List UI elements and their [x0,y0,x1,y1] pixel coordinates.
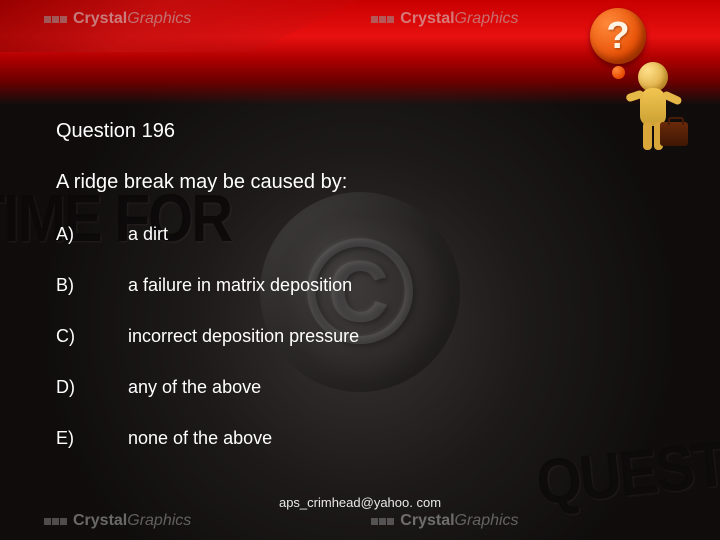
option-row: C) incorrect deposition pressure [56,326,660,347]
option-text: any of the above [128,377,261,398]
watermark-bar-bottom: CrystalGraphics CrystalGraphics [0,506,720,536]
watermark-logo-icon [371,518,394,525]
option-letter: C) [56,326,82,347]
watermark-item: CrystalGraphics [44,10,191,28]
watermark-item: CrystalGraphics [371,10,518,28]
options-list: A) a dirt B) a failure in matrix deposit… [56,224,660,449]
watermark-brand-bold: Crystal [400,10,454,27]
content-area: Question 196 A ridge break may be caused… [56,120,660,449]
option-text: incorrect deposition pressure [128,326,359,347]
watermark-logo-icon [44,16,67,23]
watermark-brand-bold: Crystal [73,512,127,529]
option-text: a dirt [128,224,168,245]
option-row: D) any of the above [56,377,660,398]
option-text: a failure in matrix deposition [128,275,352,296]
watermark-brand-light: Graphics [455,10,519,27]
watermark-brand-bold: Crystal [400,512,454,529]
watermark-brand-light: Graphics [127,10,191,27]
watermark-brand-light: Graphics [455,512,519,529]
slide-root: TIME FOR QUESTIONS CrystalGraphics Cryst… [0,0,720,540]
question-mark-bubble-icon [590,8,646,64]
option-text: none of the above [128,428,272,449]
watermark-logo-icon [371,16,394,23]
watermark-brand-light: Graphics [127,512,191,529]
option-row: B) a failure in matrix deposition [56,275,660,296]
watermark-item: CrystalGraphics [371,512,518,530]
watermark-item: CrystalGraphics [44,512,191,530]
option-letter: B) [56,275,82,296]
question-title: Question 196 [56,120,660,143]
option-letter: A) [56,224,82,245]
briefcase-icon [660,122,688,146]
option-letter: E) [56,428,82,449]
watermark-brand-bold: Crystal [73,10,127,27]
watermark-logo-icon [44,518,67,525]
option-letter: D) [56,377,82,398]
option-row: A) a dirt [56,224,660,245]
question-prompt: A ridge break may be caused by: [56,171,660,194]
option-row: E) none of the above [56,428,660,449]
